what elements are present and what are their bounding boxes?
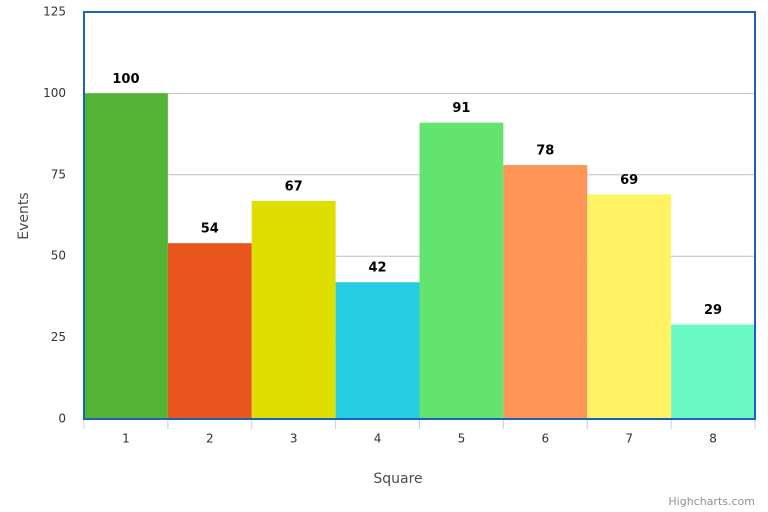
data-label: 42 — [369, 261, 387, 276]
data-label: 100 — [112, 72, 139, 87]
plot-border — [83, 11, 756, 420]
x-tick-label: 6 — [541, 432, 549, 446]
data-label: 69 — [620, 173, 638, 188]
y-axis-title: Events — [16, 192, 32, 239]
y-tick-label: 100 — [43, 86, 66, 100]
bar — [335, 282, 420, 419]
bar — [671, 324, 755, 419]
x-tick-label: 3 — [290, 432, 298, 446]
bar — [167, 243, 252, 419]
y-tick-label: 75 — [51, 167, 66, 181]
bar — [251, 200, 336, 419]
data-label: 54 — [201, 222, 219, 237]
bar — [503, 165, 588, 419]
data-label: 29 — [704, 303, 722, 318]
bar — [419, 122, 504, 419]
data-label: 78 — [536, 144, 554, 159]
x-tick-label: 4 — [374, 432, 382, 446]
credits: Highcharts.com — [668, 495, 755, 508]
x-tick-label: 7 — [625, 432, 633, 446]
y-tick-label: 50 — [51, 249, 66, 263]
x-tick-label: 2 — [206, 432, 214, 446]
bar — [84, 93, 168, 420]
x-axis-title: Square — [373, 471, 422, 487]
data-label: 67 — [285, 179, 303, 194]
x-tick-label: 8 — [709, 432, 717, 446]
y-tick-label: 25 — [51, 330, 66, 344]
x-tick-label: 5 — [458, 432, 466, 446]
y-tick-label: 125 — [43, 5, 66, 19]
data-label: 91 — [452, 101, 470, 116]
x-tick-label: 1 — [122, 432, 130, 446]
y-tick-label: 0 — [58, 412, 66, 426]
bar — [587, 194, 672, 419]
